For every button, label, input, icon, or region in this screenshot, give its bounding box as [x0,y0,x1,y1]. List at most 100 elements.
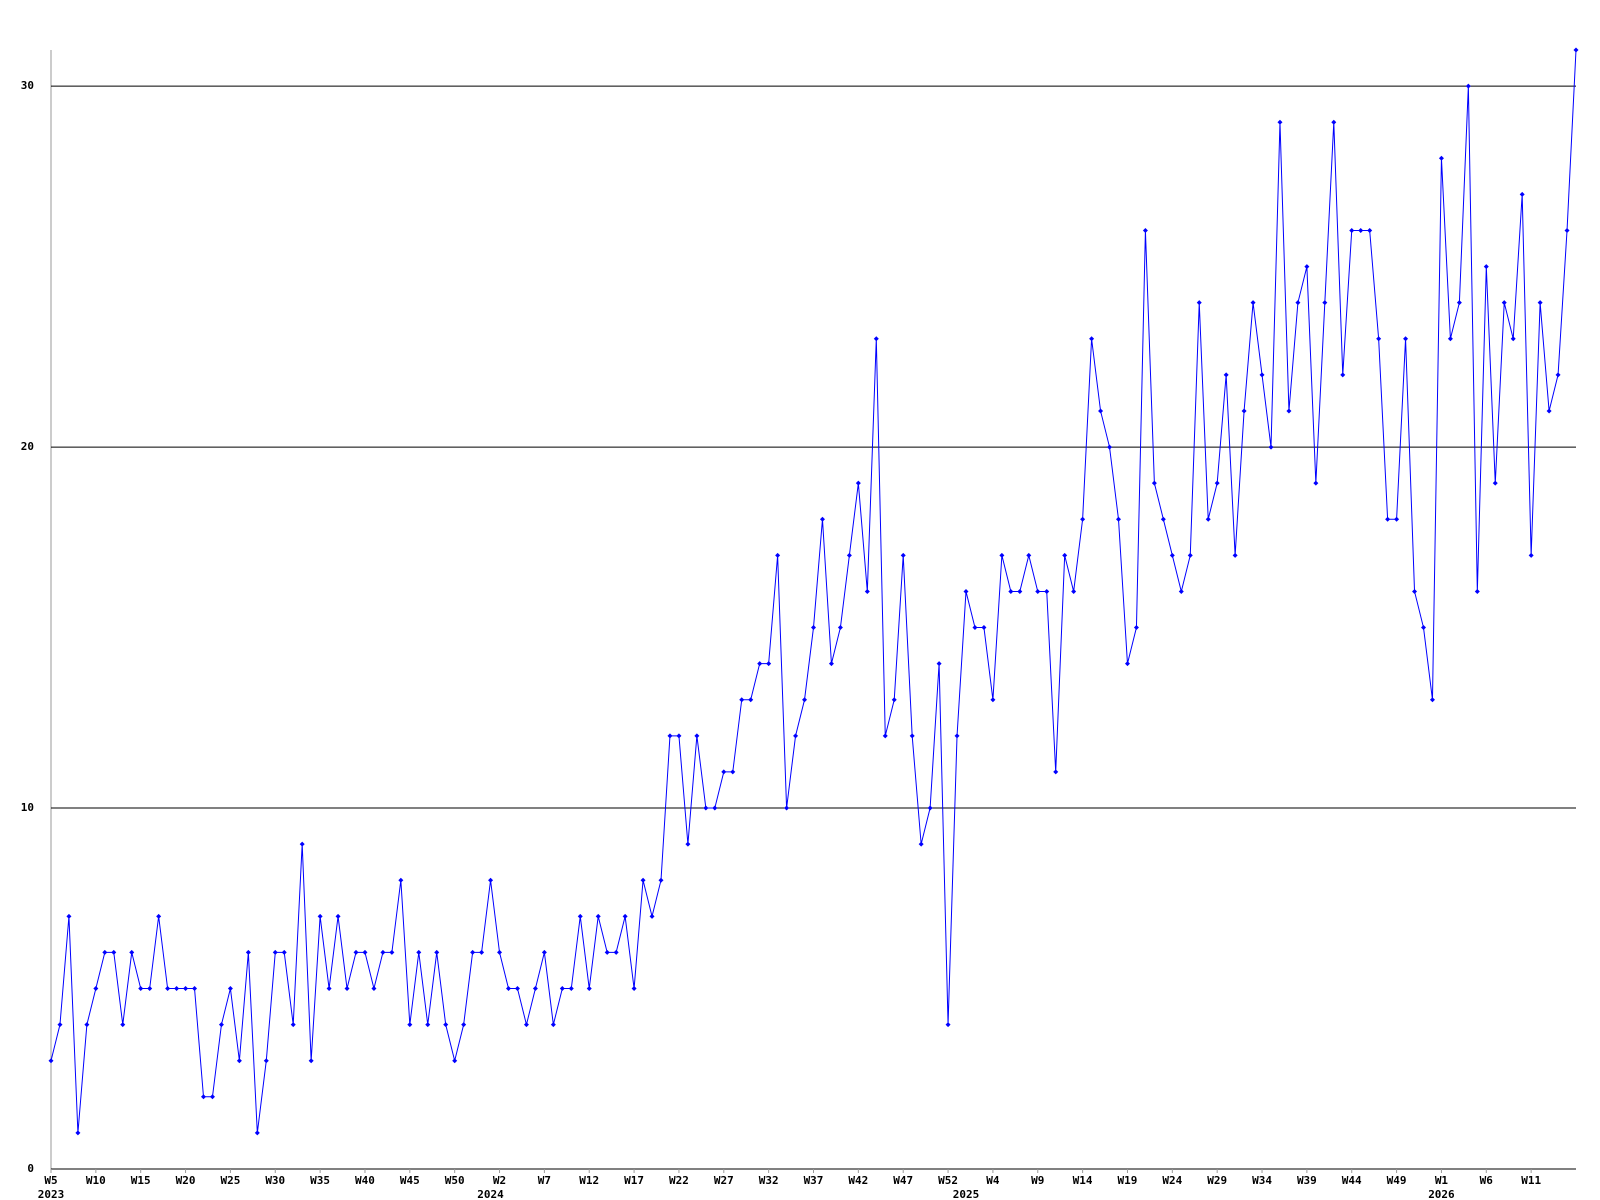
data-point [138,986,144,992]
data-point [93,986,99,992]
data-point [1017,588,1023,594]
x-tick-label: W52 [938,1174,958,1187]
data-point [1214,480,1220,486]
data-point [550,1022,556,1028]
x-tick-label: W45 [400,1174,420,1187]
data-point [236,1058,242,1064]
data-point [631,986,637,992]
data-point [1044,588,1050,594]
data-point [1555,372,1561,378]
data-point [57,1022,63,1028]
data-point [586,986,592,992]
data-point [201,1094,206,1100]
x-tick-label: W40 [355,1174,375,1187]
x-tick-label: W39 [1297,1174,1317,1187]
data-point [1483,264,1489,270]
data-point [1358,227,1364,233]
data-point [380,949,386,955]
x-year-label: 2025 [953,1188,980,1200]
data-point [290,1022,296,1028]
data-point [254,1130,260,1136]
data-point [900,552,906,558]
data-point [335,913,341,919]
x-tick-label: W47 [893,1174,913,1187]
data-point [1035,588,1041,594]
data-point [165,986,171,992]
data-point [1349,227,1355,233]
x-tick-label: W15 [131,1174,151,1187]
data-point [308,1058,314,1064]
data-point [209,1094,215,1100]
data-point [730,769,736,775]
data-point [999,552,1005,558]
data-point [1322,300,1328,306]
data-point [811,625,816,631]
data-point [1519,191,1525,197]
x-tick-label: W34 [1252,1174,1272,1187]
data-point [1304,264,1310,270]
data-point [918,841,924,847]
data-point [685,841,691,847]
data-point [299,841,305,847]
data-point [1080,516,1086,522]
data-point [793,733,799,739]
data-point [721,769,727,775]
data-point [452,1058,458,1064]
data-point [192,986,198,992]
data-point [1098,408,1104,414]
data-point [891,697,897,703]
data-point [1178,588,1184,594]
x-tick-label: W30 [265,1174,285,1187]
data-point [1501,300,1507,306]
data-point [694,733,700,739]
data-point [990,697,996,703]
data-point [1510,336,1516,342]
data-point [1564,227,1570,233]
data-point [66,913,72,919]
data-point [183,986,189,992]
data-point [1474,588,1480,594]
data-point [1313,480,1319,486]
data-point [479,949,485,955]
data-point [1438,155,1444,161]
data-point [434,949,440,955]
data-point [1107,444,1113,450]
data-point [748,697,754,703]
data-point [227,986,233,992]
x-tick-label: W5 [44,1174,57,1187]
x-tick-label: W37 [804,1174,824,1187]
data-point [48,1058,54,1064]
data-point [1447,336,1453,342]
x-tick-label: W20 [176,1174,196,1187]
data-point [864,588,870,594]
data-point [1546,408,1552,414]
data-point [497,949,503,955]
data-point [1241,408,1247,414]
data-point [174,986,180,992]
x-tick-label: W2 [493,1174,506,1187]
data-point [945,1022,951,1028]
data-point [802,697,808,703]
x-tick-label: W35 [310,1174,330,1187]
data-point [1089,336,1095,342]
data-point [873,336,879,342]
data-point [326,986,332,992]
x-tick-label: W42 [848,1174,868,1187]
data-point [927,805,933,811]
data-point [281,949,287,955]
x-tick-label: W19 [1118,1174,1138,1187]
x-tick-label: W9 [1031,1174,1044,1187]
data-point [218,1022,224,1028]
data-point [882,733,888,739]
data-point [559,986,565,992]
data-point [766,661,772,667]
data-point [846,552,852,558]
data-point [461,1022,467,1028]
x-tick-label: W22 [669,1174,689,1187]
data-point [595,913,601,919]
data-point [102,949,108,955]
data-point [676,733,682,739]
data-point [1250,300,1256,306]
data-point [1456,300,1462,306]
